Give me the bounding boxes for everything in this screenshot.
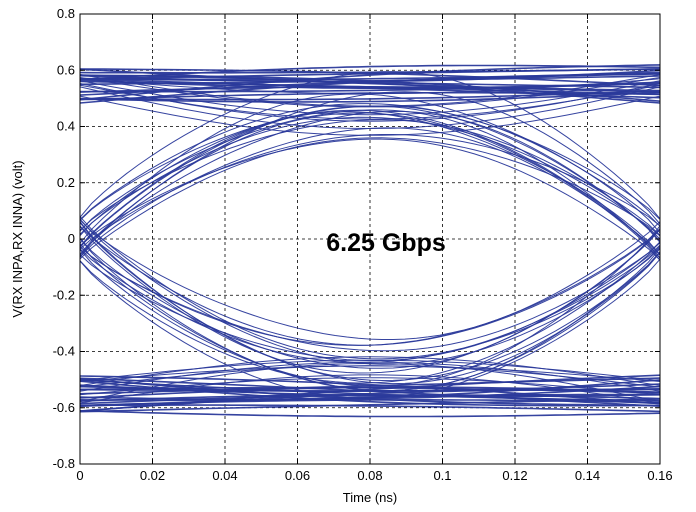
x-tick-label: 0.16 [647,468,672,483]
eye-trace [79,68,661,87]
eye-trace [79,242,661,352]
x-tick-label: 0.08 [357,468,382,483]
eye-trace [79,109,661,259]
eye-trace [79,91,661,103]
eye-trace [80,404,661,413]
eye-trace [79,78,661,99]
eye-trace [79,68,661,74]
eye-trace [79,93,661,244]
x-tick-label: 0.02 [140,468,165,483]
signal-traces [79,64,661,418]
eye-trace [79,241,661,384]
eye-trace [79,374,661,404]
y-tick-label: 0 [68,231,75,246]
eye-trace [79,119,661,236]
eye-trace [79,398,661,413]
eye-trace [79,359,661,382]
x-axis-label: Time (ns) [343,490,397,505]
y-tick-label: 0.2 [57,175,75,190]
x-tick-label: 0 [76,468,83,483]
y-tick-label: -0.2 [53,287,75,302]
eye-trace [79,379,661,402]
eye-trace [79,410,661,418]
eye-trace [79,86,661,130]
y-tick-label: 0.8 [57,6,75,21]
eye-trace [79,356,661,386]
eye-trace [79,374,661,412]
eye-trace [80,71,661,81]
eye-trace [79,74,661,107]
eye-trace [79,379,661,402]
x-tick-label: 0.04 [212,468,237,483]
eye-trace [79,219,661,340]
eye-trace [79,362,661,403]
eye-trace [79,95,661,136]
x-tick-label: 0.1 [433,468,451,483]
eye-trace [79,84,661,120]
data-rate-annotation: 6.25 Gbps [326,229,446,257]
eye-trace [79,80,661,116]
x-tick-label: 0.12 [502,468,527,483]
grid-lines [80,14,660,464]
y-tick-label: 0.6 [57,62,75,77]
eye-trace [79,112,661,261]
x-axis-ticks: 0 0.02 0.04 0.06 0.08 0.1 0.12 0.14 0.16 [76,14,673,483]
eye-trace [79,77,661,108]
eye-trace [79,221,661,382]
eye-trace [79,138,661,261]
eye-trace [79,365,661,382]
eye-trace [79,225,661,374]
eye-trace [79,377,661,396]
x-tick-label: 0.14 [575,468,600,483]
eye-trace [79,103,661,220]
eye-trace [79,375,661,405]
eye-trace [79,388,661,392]
x-tick-label: 0.06 [285,468,310,483]
y-axis-label: V(RX INPA,RX INNA) (volt) [10,160,25,317]
eye-trace [79,74,661,104]
y-tick-label: -0.6 [53,400,75,415]
y-axis-ticks: -0.8 -0.6 -0.4 -0.2 0 0.2 0.4 0.6 0.8 [53,6,660,471]
eye-trace [79,78,661,95]
eye-trace [79,225,661,346]
y-tick-label: -0.8 [53,456,75,471]
y-tick-label: -0.4 [53,344,75,359]
y-tick-label: 0.4 [57,119,75,134]
eye-trace [79,109,661,259]
